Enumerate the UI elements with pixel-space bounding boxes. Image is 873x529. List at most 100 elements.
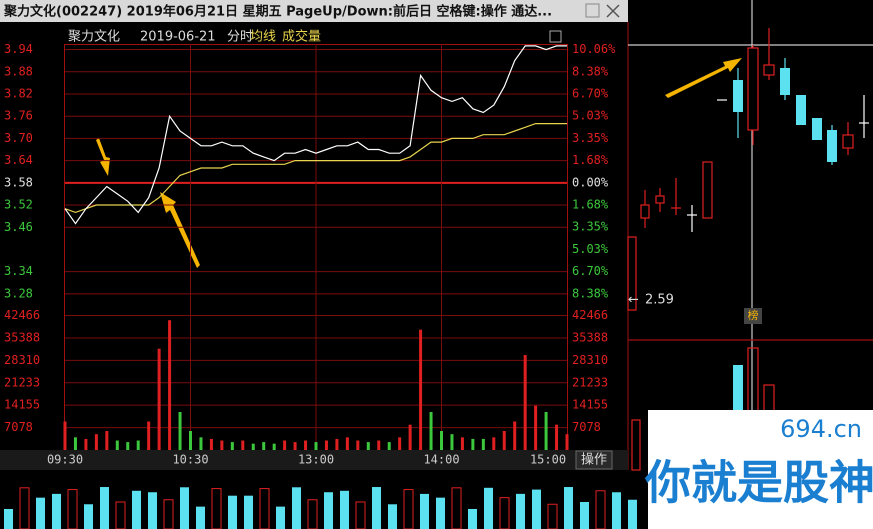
action-button-label[interactable]: 操作	[581, 452, 607, 468]
volume-bar	[450, 434, 454, 450]
marker-box	[744, 308, 762, 324]
title-bar	[0, 0, 628, 22]
window-title: 聚力文化(002247) 2019年06月21日 星期五 PageUp/Down…	[3, 4, 552, 20]
volume-bar	[94, 434, 98, 450]
y2-tick-label: 3.35%	[572, 220, 609, 234]
volume-bar	[534, 405, 538, 450]
volume-tick-label: 35388	[4, 330, 40, 344]
volume-bar	[73, 437, 77, 450]
volume-bar	[502, 431, 506, 450]
volume-bar	[356, 440, 360, 450]
strip-bar	[52, 493, 61, 529]
y2-tick-label: 6.70%	[572, 87, 609, 101]
volume-bar	[544, 412, 548, 450]
strip-bar	[292, 487, 301, 529]
volume-tick-label: 42466	[4, 308, 40, 322]
stock-name: 聚力文化	[68, 30, 120, 45]
volume-bar	[335, 438, 339, 450]
watermark-site: 694.cn	[780, 415, 862, 443]
volume-bar	[178, 412, 182, 450]
volume-bar	[157, 348, 161, 450]
y2-tick-label: 5.03%	[572, 242, 609, 256]
volume-tick-label: 21233	[4, 375, 40, 389]
volume-bar	[555, 424, 559, 450]
chart-date: 2019-06-21	[140, 30, 216, 45]
strip-bar	[4, 509, 13, 529]
y-tick-label: 3.76	[4, 109, 33, 123]
strip-bar	[612, 492, 621, 529]
legend-entry: 成交量	[282, 29, 321, 45]
volume-bar	[523, 355, 527, 450]
volume-bar	[293, 442, 297, 450]
strip-bar	[547, 503, 558, 529]
strip-bar	[564, 487, 573, 529]
x-tick-label: 10:30	[172, 453, 208, 467]
volume-bar	[168, 320, 172, 450]
x-tick-label: 14:00	[423, 453, 459, 467]
watermark-slogan: 你就是股神	[644, 456, 873, 510]
x-tick-label: 09:30	[47, 453, 83, 467]
volume-bar	[136, 440, 140, 450]
panel-button[interactable]	[549, 30, 562, 43]
strip-bar	[180, 487, 189, 529]
price-line	[64, 45, 567, 225]
volume-bar	[262, 442, 266, 450]
y-tick-label: 3.58	[4, 175, 33, 189]
volume-bar	[63, 421, 67, 450]
y2-tick-label: 3.35%	[572, 131, 609, 145]
strip-bar	[388, 504, 397, 529]
volume-tick-label-right: 21233	[572, 375, 608, 389]
volume-tick-label-right: 14155	[572, 398, 608, 412]
strip-bar	[372, 487, 381, 529]
volume-tick-label: 14155	[4, 398, 40, 412]
volume-bar	[199, 437, 203, 450]
strip-bar	[340, 490, 349, 529]
y2-tick-label: 1.68%	[572, 198, 609, 212]
watermark-box	[648, 410, 873, 529]
y-tick-label: 3.64	[4, 153, 33, 167]
volume-tick-label: 28310	[4, 353, 40, 367]
volume-bar	[241, 440, 245, 450]
y-tick-label: 3.94	[4, 42, 33, 56]
y2-tick-label: 5.03%	[572, 109, 609, 123]
y2-tick-label: 10.06%	[572, 42, 616, 56]
side-price-arrow: ←	[628, 293, 639, 308]
time-axis-bar	[0, 450, 628, 470]
volume-bar	[398, 437, 402, 450]
close-button[interactable]	[606, 4, 620, 18]
strip-bar	[244, 495, 253, 529]
volume-bar	[513, 421, 517, 450]
y-tick-label: 3.34	[4, 264, 33, 278]
volume-tick-label-right: 7078	[572, 420, 601, 434]
volume-tick-label: 7078	[4, 420, 33, 434]
volume-bar	[115, 440, 119, 450]
strip-bar	[516, 493, 525, 529]
maximize-button[interactable]	[585, 3, 600, 18]
volume-bar	[387, 442, 391, 450]
y-tick-label: 3.28	[4, 286, 33, 300]
volume-bar	[345, 437, 349, 450]
volume-bar	[471, 438, 475, 450]
side-price-label: 2.59	[645, 293, 674, 308]
strip-bar	[132, 490, 141, 529]
volume-bar	[324, 440, 328, 450]
strip-bar	[100, 487, 109, 529]
average-line	[64, 123, 567, 214]
volume-bar	[126, 442, 130, 450]
y-tick-label: 3.88	[4, 64, 33, 78]
volume-bar	[492, 437, 496, 450]
y-tick-label: 3.70	[4, 131, 33, 145]
strip-bar	[355, 501, 366, 529]
volume-bar	[304, 440, 308, 450]
volume-bar	[481, 438, 485, 450]
volume-bar	[189, 431, 192, 450]
strip-bar	[228, 495, 237, 529]
volume-bar	[565, 434, 569, 450]
volume-tick-label-right: 42466	[572, 308, 608, 322]
y-tick-label: 3.46	[4, 220, 33, 234]
action-button[interactable]	[575, 450, 613, 470]
volume-bar	[366, 442, 370, 450]
legend-entry: 均线	[250, 30, 276, 45]
strip-bar	[148, 492, 157, 529]
strip-bar	[436, 497, 445, 529]
